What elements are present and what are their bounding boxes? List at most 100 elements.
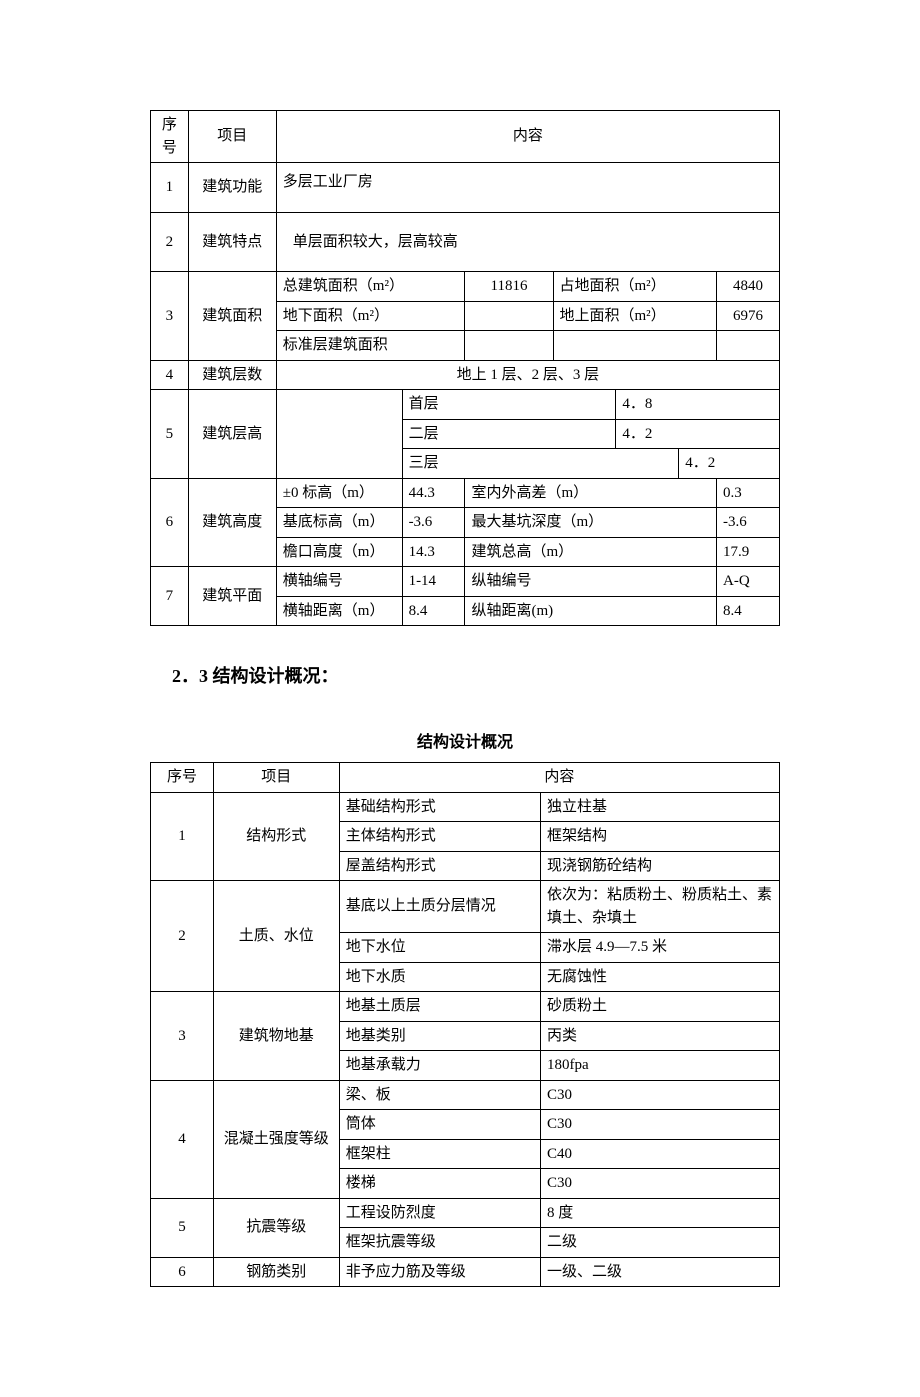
cell: 筒体 xyxy=(339,1110,540,1140)
cell: 4 xyxy=(151,1080,214,1198)
cell: 标准层建筑面积 xyxy=(276,331,465,361)
table-row: 2 建筑特点 单层面积较大，层高较高 xyxy=(151,212,780,272)
cell: 4 xyxy=(151,360,189,390)
table-building-overview: 序号 项目 内容 1 建筑功能 多层工业厂房 2 建筑特点 单层面积较大，层高较… xyxy=(150,110,780,626)
cell: 二级 xyxy=(540,1228,779,1258)
cell: 总建筑面积（m²） xyxy=(276,272,465,302)
cell: 现浇钢筋砼结构 xyxy=(540,851,779,881)
cell: 1 xyxy=(151,792,214,881)
cell: 1 xyxy=(151,163,189,213)
cell: 地基土质层 xyxy=(339,992,540,1022)
cell: -3.6 xyxy=(402,508,465,538)
table-row: 5 抗震等级 工程设防烈度 8 度 xyxy=(151,1198,780,1228)
cell: 11816 xyxy=(465,272,553,302)
cell: 0.3 xyxy=(717,478,780,508)
cell: 纵轴编号 xyxy=(465,567,717,597)
cell: 4．8 xyxy=(616,390,780,420)
cell: 一级、二级 xyxy=(540,1257,779,1287)
cell: 基底标高（m） xyxy=(276,508,402,538)
cell: 纵轴距离(m) xyxy=(465,596,717,626)
cell: 6 xyxy=(151,1257,214,1287)
cell: 檐口高度（m） xyxy=(276,537,402,567)
cell: ±0 标高（m） xyxy=(276,478,402,508)
cell: 4．2 xyxy=(616,419,780,449)
cell: 17.9 xyxy=(717,537,780,567)
cell xyxy=(465,301,553,331)
cell: 2 xyxy=(151,212,189,272)
cell: 首层 xyxy=(402,390,616,420)
cell: C30 xyxy=(540,1169,779,1199)
cell: 钢筋类别 xyxy=(213,1257,339,1287)
cell: 1-14 xyxy=(402,567,465,597)
cell: 框架抗震等级 xyxy=(339,1228,540,1258)
header-item: 项目 xyxy=(188,111,276,163)
cell: 建筑物地基 xyxy=(213,992,339,1081)
cell: 地基类别 xyxy=(339,1021,540,1051)
cell: 非予应力筋及等级 xyxy=(339,1257,540,1287)
cell: 14.3 xyxy=(402,537,465,567)
cell: 框架结构 xyxy=(540,822,779,852)
cell: 土质、水位 xyxy=(213,881,339,992)
cell: 7 xyxy=(151,567,189,626)
table-row: 3 建筑物地基 地基土质层 砂质粉土 xyxy=(151,992,780,1022)
cell: 混凝土强度等级 xyxy=(213,1080,339,1198)
table-structure-design: 序号 项目 内容 1 结构形式 基础结构形式 独立柱基 主体结构形式 框架结构 … xyxy=(150,762,780,1287)
cell: 建筑层高 xyxy=(188,390,276,479)
cell: 5 xyxy=(151,390,189,479)
cell: 横轴编号 xyxy=(276,567,402,597)
cell: 4840 xyxy=(717,272,780,302)
cell: 8 度 xyxy=(540,1198,779,1228)
cell: 抗震等级 xyxy=(213,1198,339,1257)
cell: 44.3 xyxy=(402,478,465,508)
cell: 无腐蚀性 xyxy=(540,962,779,992)
cell: 独立柱基 xyxy=(540,792,779,822)
cell: C30 xyxy=(540,1080,779,1110)
cell: 室内外高差（m） xyxy=(465,478,717,508)
cell: -3.6 xyxy=(717,508,780,538)
cell: 工程设防烈度 xyxy=(339,1198,540,1228)
cell: 5 xyxy=(151,1198,214,1257)
table-row: 4 混凝土强度等级 梁、板 C30 xyxy=(151,1080,780,1110)
cell: 建筑面积 xyxy=(188,272,276,361)
cell: 2 xyxy=(151,881,214,992)
cell: 180fpa xyxy=(540,1051,779,1081)
cell xyxy=(553,331,717,361)
cell: 建筑总高（m） xyxy=(465,537,717,567)
cell: 4．2 xyxy=(679,449,780,479)
table-row: 1 结构形式 基础结构形式 独立柱基 xyxy=(151,792,780,822)
cell: 单层面积较大，层高较高 xyxy=(276,212,779,272)
cell: A-Q xyxy=(717,567,780,597)
table-row: 5 建筑层高 首层 4．8 xyxy=(151,390,780,420)
cell: 二层 xyxy=(402,419,616,449)
cell xyxy=(717,331,780,361)
cell: 依次为：粘质粉土、粉质粘土、素填土、杂填土 xyxy=(540,881,779,933)
header-seq: 序号 xyxy=(151,763,214,793)
cell: 框架柱 xyxy=(339,1139,540,1169)
cell: 横轴距离（m） xyxy=(276,596,402,626)
header-content: 内容 xyxy=(339,763,779,793)
cell: C30 xyxy=(540,1110,779,1140)
table-row: 序号 项目 内容 xyxy=(151,763,780,793)
cell: 梁、板 xyxy=(339,1080,540,1110)
header-item: 项目 xyxy=(213,763,339,793)
cell: 基础结构形式 xyxy=(339,792,540,822)
cell: 最大基坑深度（m） xyxy=(465,508,717,538)
table-row: 6 钢筋类别 非予应力筋及等级 一级、二级 xyxy=(151,1257,780,1287)
cell: 8.4 xyxy=(717,596,780,626)
table-row: 1 建筑功能 多层工业厂房 xyxy=(151,163,780,213)
cell: 屋盖结构形式 xyxy=(339,851,540,881)
cell: 6976 xyxy=(717,301,780,331)
cell: 丙类 xyxy=(540,1021,779,1051)
cell: 砂质粉土 xyxy=(540,992,779,1022)
cell: 基底以上土质分层情况 xyxy=(339,881,540,933)
section-heading-2-3: 2．3 结构设计概况： xyxy=(172,662,780,688)
cell: 滞水层 4.9—7.5 米 xyxy=(540,933,779,963)
cell: 3 xyxy=(151,272,189,361)
cell: 建筑层数 xyxy=(188,360,276,390)
cell: 结构形式 xyxy=(213,792,339,881)
cell: 主体结构形式 xyxy=(339,822,540,852)
cell: 建筑平面 xyxy=(188,567,276,626)
cell: 地下面积（m²） xyxy=(276,301,465,331)
table-row: 6 建筑高度 ±0 标高（m） 44.3 室内外高差（m） 0.3 xyxy=(151,478,780,508)
table-row: 3 建筑面积 总建筑面积（m²） 11816 占地面积（m²） 4840 xyxy=(151,272,780,302)
